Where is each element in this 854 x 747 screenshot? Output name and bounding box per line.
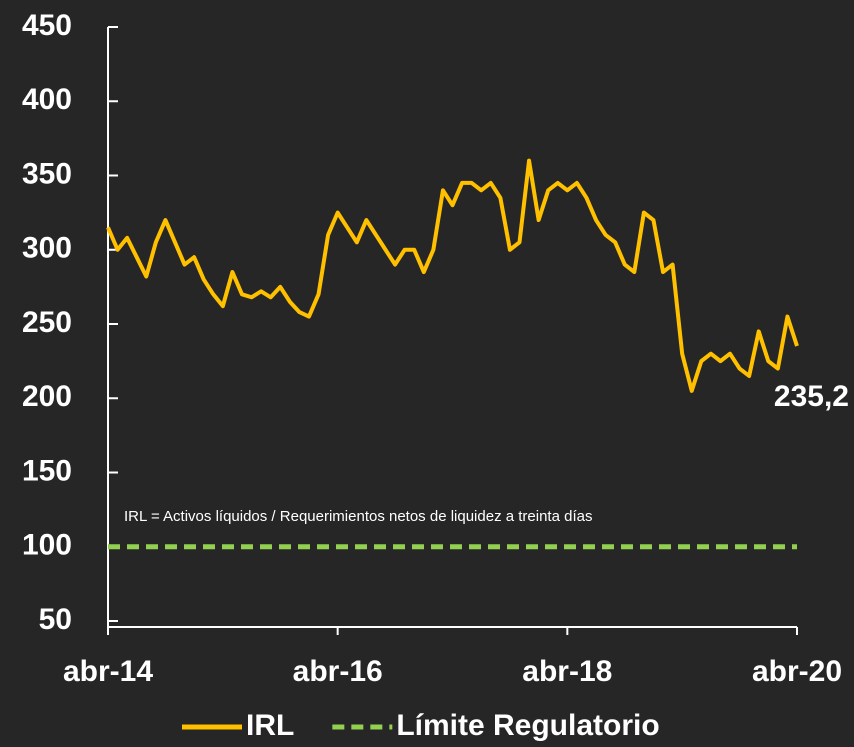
legend-label: IRL (246, 709, 294, 742)
y-tick-label: 100 (22, 529, 72, 562)
y-tick-label: 200 (22, 380, 72, 413)
x-tick-label: abr-16 (293, 655, 383, 688)
y-tick-label: 150 (22, 454, 72, 487)
y-tick-label: 350 (22, 157, 72, 190)
x-tick-label: abr-20 (752, 655, 842, 688)
y-tick-label: 300 (22, 232, 72, 265)
x-tick-label: abr-18 (522, 655, 612, 688)
annotation: IRL = Activos líquidos / Requerimientos … (124, 508, 592, 525)
y-tick-label: 50 (39, 603, 72, 636)
y-tick-label: 250 (22, 306, 72, 339)
y-tick-label: 400 (22, 83, 72, 116)
x-tick-label: abr-14 (63, 655, 153, 688)
value-label: 235,2 (774, 380, 849, 413)
legend-label: Límite Regulatorio (396, 709, 659, 742)
y-tick-label: 450 (22, 9, 72, 42)
series-line (106, 158, 799, 393)
